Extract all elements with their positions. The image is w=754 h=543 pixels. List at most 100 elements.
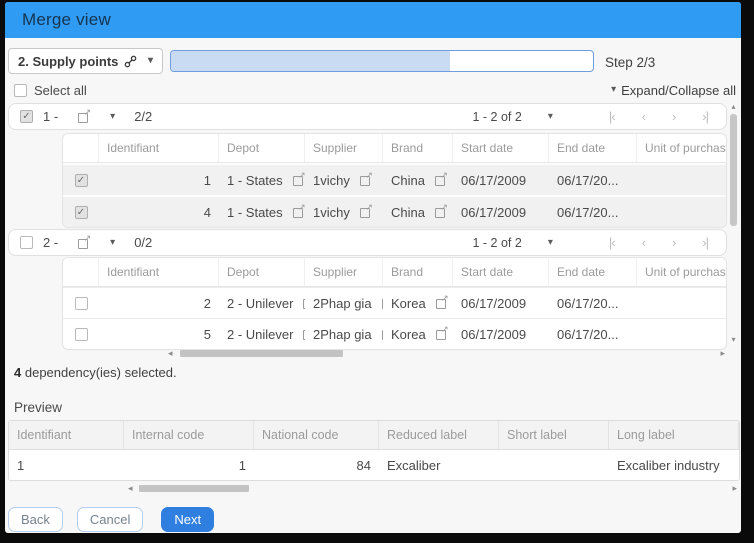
cell-national-code: 84 [356,457,371,473]
cell-unit-of-purchase [637,197,726,227]
select-all-control[interactable]: Select all [14,83,87,98]
pagination-range[interactable]: 1 - 2 of 2 ▾ [473,236,553,250]
chevron-down-icon: ▾ [147,55,153,66]
row-checkbox[interactable] [74,327,88,341]
external-link-icon[interactable] [78,234,91,249]
cell-end-date: 06/17/20... [557,295,619,311]
row-checkbox[interactable] [74,296,88,310]
scroll-left-icon[interactable]: ◂ [168,348,173,358]
prev-page-icon[interactable]: ‹ [641,235,646,250]
external-link-icon[interactable] [303,297,305,309]
cell-short-label [499,450,609,480]
external-link-icon[interactable] [434,203,448,218]
chevron-down-icon[interactable]: ▾ [110,110,116,122]
col-national-code: National code [254,421,379,449]
vertical-scrollbar[interactable]: ▴ ▾ [728,101,739,348]
col-end-date: End date [549,134,637,162]
merge-view-dialog: Merge view 2. Supply points ▾ Step 2/3 S… [5,2,741,533]
external-link-icon[interactable] [435,325,449,340]
cell-end-date: 06/17/20... [557,326,619,342]
group-checkbox[interactable] [20,110,33,123]
first-page-icon[interactable]: |‹ [608,109,616,124]
external-link-icon[interactable] [381,297,383,309]
step-indicator: Step 2/3 [605,55,656,70]
cell-start-date: 06/17/2009 [461,204,527,220]
group-count: 2/2 [134,109,153,124]
col-brand: Brand [383,134,453,162]
table-row[interactable]: 5 2 - Unilever 2Phap gia Korea 06/17/200… [63,318,726,349]
col-internal-code: Internal code [124,421,254,449]
horizontal-scrollbar[interactable]: ◂ ▸ [62,348,727,359]
group-header-2: 2 - ▾ 0/2 1 - 2 of 2 ▾ |‹ ‹ › ›| [8,229,727,256]
last-page-icon[interactable]: ›| [702,109,709,124]
group-checkbox[interactable] [20,236,33,249]
scroll-down-icon[interactable]: ▾ [731,335,736,344]
next-page-icon[interactable]: › [671,109,676,124]
dependency-table-1: Identifiant Depot Supplier Brand Start d… [62,133,727,228]
cell-long-label: Excaliber industry [617,457,720,473]
back-button[interactable]: Back [8,507,63,532]
row-checkbox[interactable] [74,205,88,219]
horizontal-scrollbar-thumb[interactable] [180,350,343,357]
dialog-footer: Back Cancel Next [8,507,215,532]
external-link-icon[interactable] [78,108,91,123]
external-link-icon[interactable] [434,171,448,186]
table-header: Identifiant Depot Supplier Brand Start d… [63,134,726,163]
selection-count: 4 [14,365,22,380]
preview-title: Preview [14,400,63,415]
scroll-left-icon[interactable]: ◂ [128,483,133,493]
next-button[interactable]: Next [161,507,215,532]
row-checkbox[interactable] [74,173,88,187]
cell-depot: 1 - States [227,204,283,220]
cell-identifiant: 1 [17,457,25,473]
cell-start-date: 06/17/2009 [461,172,527,188]
external-link-icon[interactable] [292,203,305,218]
dependency-type-dropdown[interactable]: 2. Supply points ▾ [8,48,163,74]
external-link-icon[interactable] [435,294,449,309]
next-page-icon[interactable]: › [671,235,676,250]
cell-unit-of-purchase [637,288,726,318]
cancel-button[interactable]: Cancel [76,507,144,532]
pagination-range[interactable]: 1 - 2 of 2 ▾ [473,110,553,124]
col-start-date: Start date [453,258,549,286]
external-link-icon[interactable] [303,328,305,340]
external-link-icon[interactable] [359,171,373,186]
cell-start-date: 06/17/2009 [461,326,527,342]
external-link-icon[interactable] [359,203,373,218]
col-depot: Depot [219,258,305,286]
vertical-scrollbar-thumb[interactable] [730,114,737,226]
col-unit-of-purchase: Unit of purchase [645,141,726,155]
scroll-right-icon[interactable]: ▸ [732,483,737,493]
last-page-icon[interactable]: ›| [702,235,709,250]
first-page-icon[interactable]: |‹ [608,235,616,250]
scroll-right-icon[interactable]: ▸ [720,348,725,358]
chevron-down-icon: ▾ [611,84,617,95]
expand-collapse-all[interactable]: ▾ Expand/Collapse all [611,83,736,98]
scroll-up-icon[interactable]: ▴ [731,102,736,111]
col-short-label: Short label [499,421,609,449]
select-all-checkbox[interactable] [14,83,27,97]
table-row[interactable]: 4 1 - States 1vichy China 06/17/2009 06/… [63,195,726,227]
pagination-range-label: 1 - 2 of 2 [472,235,522,250]
cell-supplier: 1vichy [313,172,350,188]
col-unit-of-purchase: Unit of purchase [645,265,726,279]
col-long-label: Long label [609,421,739,449]
table-row[interactable]: 1 1 - States 1vichy China 06/17/2009 06/… [63,163,726,195]
external-link-icon[interactable] [381,328,383,340]
selection-summary-text: dependency(ies) selected. [24,365,177,380]
cell-brand: Korea [391,326,426,342]
progress-fill [171,51,450,71]
prev-page-icon[interactable]: ‹ [641,109,646,124]
horizontal-scrollbar[interactable]: ◂ ▸ [8,483,740,494]
preview-table: Identifiant Internal code National code … [8,420,740,481]
chevron-down-icon[interactable]: ▾ [110,236,116,248]
col-depot: Depot [219,134,305,162]
horizontal-scrollbar-thumb[interactable] [139,485,249,492]
cell-brand: Korea [391,295,426,311]
col-identifiant: Identifiant [9,421,124,449]
table-row[interactable]: 2 2 - Unilever 2Phap gia Korea 06/17/200… [63,287,726,318]
external-link-icon[interactable] [292,171,305,186]
dependency-table-2: Identifiant Depot Supplier Brand Start d… [62,257,727,350]
cell-end-date: 06/17/20... [557,204,619,220]
cell-unit-of-purchase [637,319,726,349]
